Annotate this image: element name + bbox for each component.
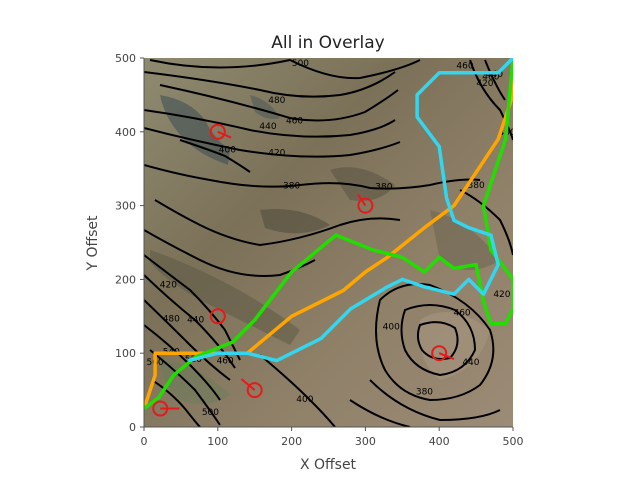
x-ticks: 0 100 200 300 400 500 — [141, 427, 524, 448]
marker-direction — [438, 352, 455, 361]
contour-label: 460 — [217, 357, 234, 367]
contour-label: 460 — [453, 309, 470, 319]
overlay-series — [144, 58, 513, 411]
contour-line — [484, 59, 506, 101]
contour-line — [349, 399, 411, 427]
marker-direction — [357, 193, 367, 207]
marker-circle — [209, 308, 226, 325]
x-tick-label: 500 — [503, 435, 524, 448]
contour-label: 440 — [187, 315, 204, 325]
series-line — [144, 58, 513, 410]
x-tick-label: 100 — [207, 435, 228, 448]
y-ticks: 0 100 200 300 400 500 — [115, 52, 144, 434]
contour-label: 440 — [486, 70, 503, 80]
contour-line — [400, 304, 477, 377]
marker-circle — [431, 345, 448, 362]
contour-label: 420 — [160, 281, 177, 291]
contour-line — [149, 349, 221, 426]
contour-line — [144, 109, 396, 138]
marker-direction — [217, 130, 232, 139]
contour-label: 440 — [259, 122, 276, 132]
marker-circle — [246, 382, 263, 399]
contour-label: 500 — [202, 408, 219, 418]
y-tick-label: 0 — [129, 421, 136, 434]
x-axis-label: X Offset — [300, 457, 357, 473]
contour-line — [144, 254, 241, 361]
contour-label: 400 — [296, 395, 313, 405]
marker-circle — [357, 197, 374, 214]
contour-label: 420 — [476, 79, 493, 89]
contour-line — [179, 139, 251, 173]
contour-line — [144, 164, 481, 190]
y-tick-label: 300 — [115, 200, 136, 213]
marker-circle — [209, 123, 226, 140]
contour-label: 500 — [292, 59, 309, 69]
marker-direction — [240, 378, 256, 391]
contour-line — [259, 354, 336, 427]
x-tick-label: 300 — [355, 435, 376, 448]
contour-line — [144, 71, 396, 98]
contour-line — [375, 283, 495, 402]
contour-label: 380 — [283, 182, 300, 192]
y-axis-label: Y Offset — [85, 215, 101, 272]
contour-label: 420 — [268, 148, 285, 158]
y-tick-label: 200 — [115, 273, 136, 286]
contour-line — [144, 299, 231, 381]
contour-line — [154, 199, 401, 247]
contour-label: 460 — [482, 72, 499, 82]
x-tick-label: 0 — [141, 435, 148, 448]
markers — [152, 123, 455, 417]
x-tick-label: 400 — [429, 435, 450, 448]
contour-line — [469, 59, 513, 141]
series-line — [144, 58, 513, 411]
contour-line — [144, 127, 401, 158]
y-tick-label: 400 — [115, 126, 136, 139]
contour-label: 380 — [416, 388, 433, 398]
contour-label: 460 — [456, 61, 473, 71]
contour-line — [144, 324, 221, 401]
chart-title: All in Overlay — [271, 33, 384, 53]
contour-label: 480 — [268, 96, 285, 106]
axes — [143, 58, 513, 428]
y-tick-label: 100 — [115, 347, 136, 360]
y-tick-label: 500 — [115, 52, 136, 65]
contour-line — [369, 379, 501, 422]
contour-label: 480 — [163, 315, 180, 325]
contour-label: 460 — [286, 117, 303, 127]
contour-label: 380 — [468, 181, 485, 191]
x-tick-label: 200 — [281, 435, 302, 448]
contour-line — [149, 58, 421, 80]
series-line — [187, 58, 513, 363]
contour-lines — [144, 58, 513, 427]
contour-label: 440 — [462, 358, 479, 368]
contour-label: 400 — [219, 146, 236, 156]
contour-line — [459, 189, 513, 256]
contour-label: 400 — [383, 323, 400, 333]
contour-label: 420 — [493, 290, 510, 300]
contour-label: 380 — [375, 182, 392, 192]
contour-line — [159, 84, 399, 122]
